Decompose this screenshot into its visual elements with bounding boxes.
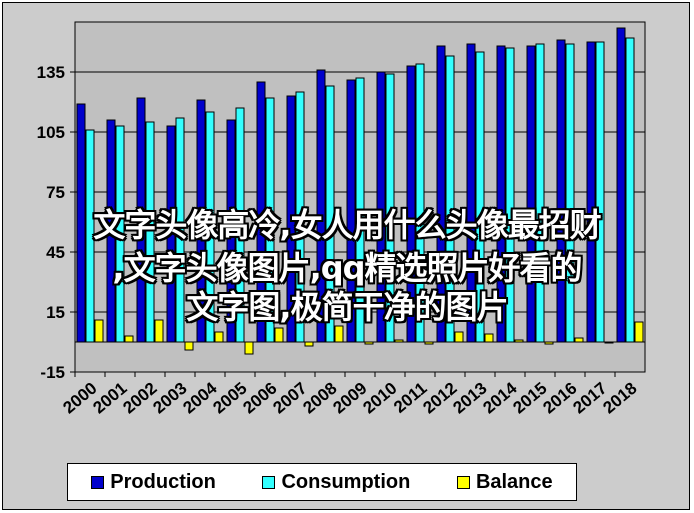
bar-production-2012: [436, 45, 446, 343]
bar-balance-2016: [574, 337, 584, 343]
legend-swatch: [456, 475, 470, 489]
legend-item-balance: Balance: [456, 470, 553, 494]
bar-consumption-2005: [235, 107, 245, 343]
legend-label: Production: [110, 470, 216, 493]
bar-balance-2011: [424, 341, 434, 345]
bar-consumption-2015: [535, 43, 545, 343]
bar-balance-2004: [214, 331, 224, 343]
bar-balance-2007: [304, 341, 314, 347]
bar-balance-2006: [274, 327, 284, 343]
bar-production-2008: [316, 69, 326, 343]
bar-consumption-2007: [295, 91, 305, 343]
bar-balance-2018: [634, 321, 644, 343]
bar-production-2015: [526, 45, 536, 343]
bar-production-2000: [76, 103, 86, 343]
bar-balance-2012: [454, 331, 464, 343]
bar-production-2007: [286, 95, 296, 343]
bar-production-2006: [256, 81, 266, 343]
bar-production-2013: [466, 43, 476, 343]
legend-item-consumption: Consumption: [262, 471, 410, 494]
bar-consumption-2000: [85, 129, 95, 343]
bar-balance-2000: [94, 319, 104, 343]
bar-consumption-2014: [505, 47, 515, 343]
bar-balance-2013: [484, 333, 494, 343]
y-tick-label: 15: [46, 303, 65, 322]
y-tick-label: 135: [37, 63, 65, 82]
bar-consumption-2009: [355, 77, 365, 343]
y-tick-label: 45: [46, 243, 65, 262]
bar-balance-2017: [604, 341, 614, 344]
x-tick-label-2018: 2018: [599, 379, 640, 418]
bar-production-2002: [136, 97, 146, 343]
bar-consumption-2001: [115, 125, 125, 343]
bar-consumption-2011: [415, 63, 425, 343]
bar-consumption-2012: [445, 55, 455, 343]
bar-consumption-2006: [265, 97, 275, 343]
bar-consumption-2004: [205, 111, 215, 343]
bar-production-2017: [586, 41, 596, 343]
legend: Production Consumption Balance: [67, 463, 577, 501]
bar-production-2001: [106, 119, 116, 343]
bar-production-2016: [556, 39, 566, 343]
y-tick-label: -15: [40, 363, 65, 382]
bar-consumption-2003: [175, 117, 185, 343]
bar-consumption-2013: [475, 51, 485, 343]
bar-balance-2015: [544, 341, 554, 345]
y-tick-label: 105: [37, 123, 65, 142]
legend-swatch: [262, 475, 276, 489]
bar-balance-2009: [364, 341, 374, 345]
bar-balance-2008: [334, 325, 344, 343]
legend-label: Consumption: [281, 470, 411, 493]
bar-production-2004: [196, 99, 206, 343]
bar-balance-2003: [184, 341, 194, 351]
bar-balance-2010: [394, 339, 404, 343]
bar-production-2009: [346, 79, 356, 343]
bar-balance-2014: [514, 339, 524, 343]
bar-consumption-2017: [595, 41, 605, 343]
bar-production-2018: [616, 27, 626, 343]
bar-production-2011: [406, 65, 416, 343]
bar-balance-2001: [124, 335, 134, 343]
bar-balance-2002: [154, 319, 164, 343]
bar-production-2014: [496, 45, 506, 343]
bar-consumption-2010: [385, 73, 395, 343]
bar-production-2010: [376, 71, 386, 343]
legend-item-production: Production: [91, 471, 216, 494]
bar-consumption-2016: [565, 43, 575, 343]
bar-consumption-2018: [625, 37, 635, 343]
bar-consumption-2008: [325, 85, 335, 343]
bar-balance-2005: [244, 341, 254, 355]
y-tick-label: 75: [46, 183, 65, 202]
legend-label: Balance: [475, 470, 553, 493]
legend-swatch: [91, 475, 105, 489]
bar-production-2005: [226, 119, 236, 343]
bar-consumption-2002: [145, 121, 155, 343]
bar-production-2003: [166, 125, 176, 343]
